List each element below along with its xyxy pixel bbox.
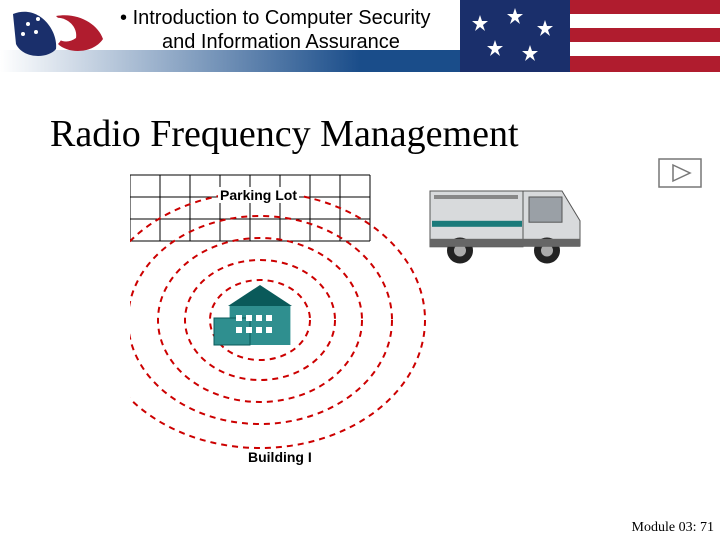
header-line-2: and Information Assurance [120, 30, 430, 54]
parking-lot-label: Parking Lot [218, 187, 299, 203]
slide-title: Radio Frequency Management [50, 112, 519, 156]
diagram-svg [130, 165, 590, 465]
flag-logo-left [8, 4, 108, 62]
slide-header: Introduction to Computer Security and In… [0, 0, 720, 72]
rf-diagram: Parking Lot Building I [130, 165, 590, 465]
play-icon[interactable] [658, 158, 702, 188]
header-line-1: Introduction to Computer Security [120, 7, 430, 29]
building-label: Building I [248, 449, 312, 465]
flag-banner-right [460, 0, 720, 72]
slide-footer: Module 03: 71 [632, 520, 714, 536]
header-title: Introduction to Computer Security and In… [120, 6, 430, 54]
